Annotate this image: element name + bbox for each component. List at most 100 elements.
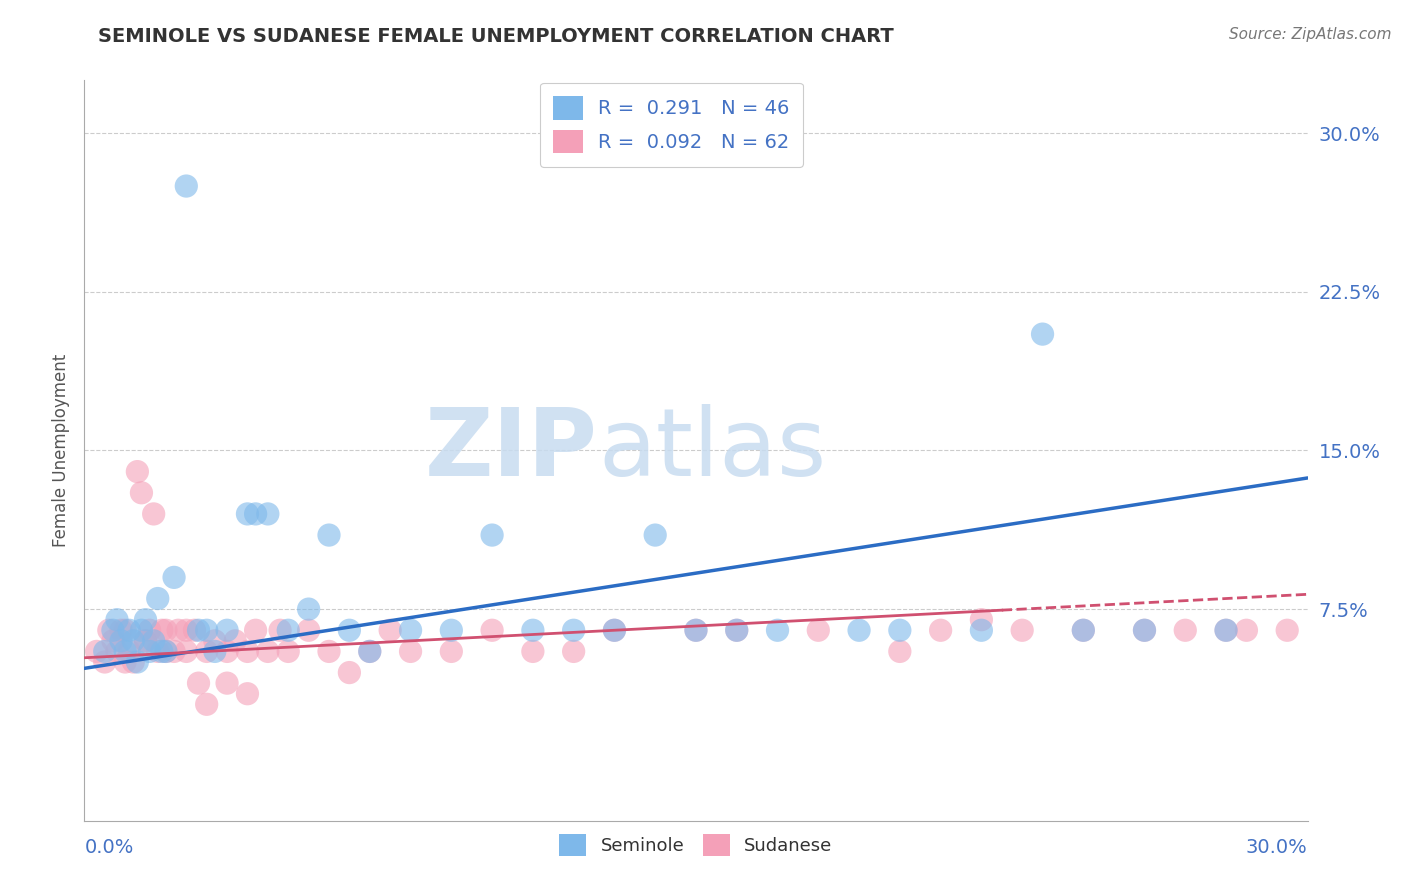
Point [562,644,585,658]
Point [146,644,169,658]
Point [562,624,585,638]
Text: atlas: atlas [598,404,827,497]
Point [110,633,132,648]
Point [399,624,422,638]
Point [929,624,952,638]
Point [127,655,149,669]
Point [131,485,153,500]
Point [277,624,299,638]
Point [110,624,132,638]
Point [217,644,239,658]
Point [187,624,209,638]
Point [118,624,141,638]
Point [298,624,321,638]
Point [138,644,160,658]
Point [93,644,115,658]
Point [105,644,128,658]
Point [135,613,157,627]
Point [603,624,626,638]
Point [195,624,218,638]
Point [101,624,124,638]
Point [1032,327,1054,342]
Point [522,644,544,658]
Point [217,624,239,638]
Point [644,528,666,542]
Point [339,624,361,638]
Point [725,624,748,638]
Y-axis label: Female Unemployment: Female Unemployment [52,354,70,547]
Point [318,528,340,542]
Point [685,624,707,638]
Point [122,655,145,669]
Point [603,624,626,638]
Point [257,644,280,658]
Legend: Seminole, Sudanese: Seminole, Sudanese [553,827,839,863]
Point [277,644,299,658]
Point [1011,624,1033,638]
Point [183,624,205,638]
Point [1215,624,1237,638]
Point [101,633,124,648]
Point [146,591,169,606]
Point [318,644,340,658]
Point [86,644,108,658]
Point [970,624,993,638]
Text: SEMINOLE VS SUDANESE FEMALE UNEMPLOYMENT CORRELATION CHART: SEMINOLE VS SUDANESE FEMALE UNEMPLOYMENT… [98,27,894,45]
Point [135,633,157,648]
Point [257,507,280,521]
Point [105,613,128,627]
Point [359,644,381,658]
Point [150,624,173,638]
Point [174,644,197,658]
Point [155,624,177,638]
Text: 30.0%: 30.0% [1246,838,1308,856]
Point [339,665,361,680]
Point [1073,624,1095,638]
Point [1174,624,1197,638]
Point [298,602,321,616]
Point [889,644,911,658]
Point [1236,624,1258,638]
Point [766,624,789,638]
Point [174,179,197,194]
Point [359,644,381,658]
Point [245,624,267,638]
Point [187,676,209,690]
Point [1215,624,1237,638]
Point [135,633,157,648]
Point [142,507,165,521]
Point [195,644,218,658]
Point [1073,624,1095,638]
Point [114,655,136,669]
Point [127,465,149,479]
Point [236,687,259,701]
Point [685,624,707,638]
Point [1133,624,1156,638]
Point [725,624,748,638]
Point [204,633,226,648]
Point [224,633,246,648]
Point [807,624,830,638]
Point [142,633,165,648]
Point [245,507,267,521]
Point [195,698,218,712]
Point [122,633,145,648]
Point [481,624,503,638]
Point [380,624,402,638]
Point [118,644,141,658]
Point [150,644,173,658]
Point [167,624,190,638]
Point [138,624,160,638]
Point [97,624,120,638]
Point [236,644,259,658]
Point [155,644,177,658]
Point [174,624,197,638]
Point [1133,624,1156,638]
Point [522,624,544,638]
Point [155,644,177,658]
Point [848,624,870,638]
Point [236,507,259,521]
Point [93,655,115,669]
Point [1277,624,1299,638]
Point [163,644,186,658]
